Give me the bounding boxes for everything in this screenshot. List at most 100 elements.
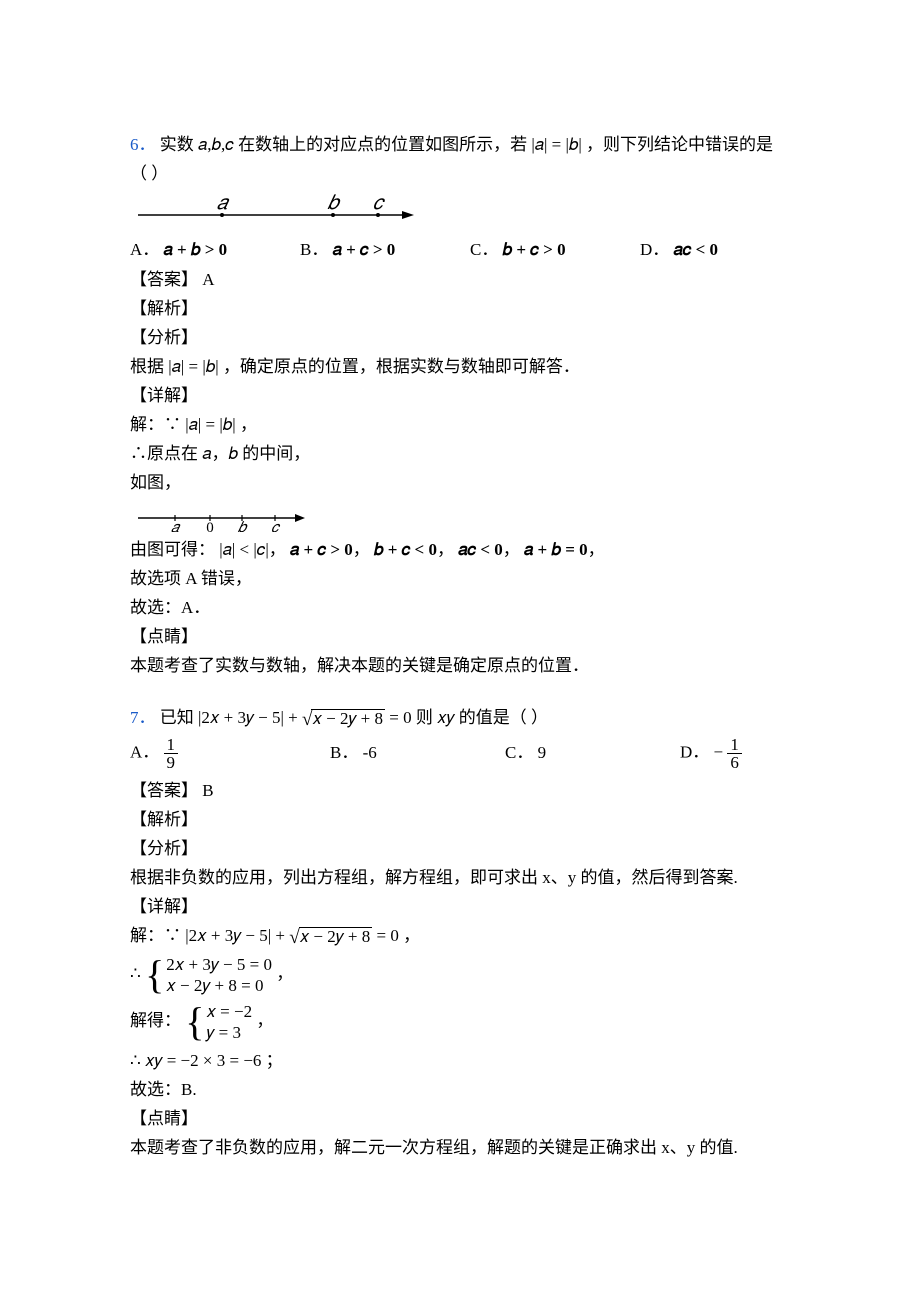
fraction: 1 6 xyxy=(727,736,742,771)
document-page: 6． 实数 𝑎,𝑏,𝑐 在数轴上的对应点的位置如图所示，若 |𝑎| = |𝑏| … xyxy=(0,0,920,1302)
equation-system: { 𝑥 = −2 𝑦 = 3 xyxy=(185,1001,252,1044)
q6-as-figure: 如图， xyxy=(130,469,810,497)
q7-option-d: D． − 1 6 xyxy=(680,736,810,771)
q7-detail-line1: 解：∵ |2𝑥 + 3𝑦 − 5| + √ 𝑥 − 2𝑦 + 8 = 0 ， xyxy=(130,922,810,950)
q7-option-c: C． 9 xyxy=(505,739,680,767)
svg-text:𝑎: 𝑎 xyxy=(171,520,181,532)
neg: − xyxy=(714,742,724,761)
opt-expr: 𝑎𝑐 < 0 xyxy=(674,240,719,259)
q6-options: A． 𝑎 + 𝑏 > 0 B． 𝑎 + 𝑐 > 0 C． 𝑏 + 𝑐 > 0 D… xyxy=(130,236,810,264)
therefore: ∴ xyxy=(130,964,141,983)
abs-expr: |2𝑥 + 3𝑦 − 5| xyxy=(185,926,271,945)
opt-label: A． xyxy=(130,240,159,259)
number-line-figure-small: 𝑎0𝑏𝑐 xyxy=(130,502,310,532)
q6-point-text: 本题考查了实数与数轴，解决本题的关键是确定原点的位置． xyxy=(130,652,810,680)
q6-option-c: C． 𝑏 + 𝑐 > 0 xyxy=(470,236,640,264)
section-label: 【答案】 xyxy=(130,781,198,800)
abs-expr: |2𝑥 + 3𝑦 − 5| xyxy=(198,708,284,727)
q6-breakdown-text: 根据 |𝑎| = |𝑏| ，确定原点的位置，根据实数与数轴即可解答． xyxy=(130,353,810,381)
eq-zero: = 0 则 xyxy=(389,708,437,727)
q7-breakdown-label: 【分析】 xyxy=(130,835,810,863)
eq1: 2𝑥 + 3𝑦 − 5 = 0 xyxy=(166,954,272,975)
text: 的值是（ ） xyxy=(459,708,548,727)
abs: |𝑎| = |𝑏| xyxy=(168,357,218,376)
q6-option-b: B． 𝑎 + 𝑐 > 0 xyxy=(300,236,470,264)
text: 解：∵ xyxy=(130,415,181,434)
sqrt-arg: 𝑥 − 2𝑦 + 8 xyxy=(299,927,373,947)
abs: |𝑎| = |𝑏| xyxy=(185,415,235,434)
rel: 𝑎𝑐 < 0 xyxy=(458,540,503,559)
plus: + xyxy=(275,926,289,945)
frac-den: 9 xyxy=(164,754,179,771)
q6-point-label: 【点睛】 xyxy=(130,623,810,651)
opt-label: B． xyxy=(300,240,328,259)
sqrt-arg: 𝑥 − 2𝑦 + 8 xyxy=(311,709,385,729)
eq2: 𝑦 = 3 xyxy=(206,1022,252,1043)
rel: 𝑎 + 𝑐 > 0 xyxy=(290,540,353,559)
vars: 𝑎,𝑏,𝑐 xyxy=(198,135,234,154)
sys-lines: 𝑥 = −2 𝑦 = 3 xyxy=(206,1001,252,1044)
abs-inner: 2𝑥 + 3𝑦 − 5 xyxy=(189,926,268,945)
xy: 𝑥𝑦 xyxy=(437,708,454,727)
sqrt: √ 𝑥 − 2𝑦 + 8 xyxy=(289,927,372,947)
q6-origin-line: ∴原点在 𝑎，𝑏 的中间， xyxy=(130,440,810,468)
text: 解：∵ xyxy=(130,926,181,945)
text: ，则下列结论中错误的是 xyxy=(586,135,773,154)
eq-zero: = 0 ， xyxy=(377,926,421,945)
answer-value: A xyxy=(202,270,214,289)
q7-therefore-xy: ∴ 𝑥𝑦 = −2 × 3 = −6 ； xyxy=(130,1047,810,1075)
abs: |𝑎| = |𝑏| xyxy=(531,135,581,154)
rel: |𝑎| < |𝑐| xyxy=(219,540,269,559)
opt-label: A． xyxy=(130,742,159,761)
q7-point-label: 【点睛】 xyxy=(130,1105,810,1133)
number-line-figure: 𝑎𝑏𝑐 xyxy=(130,192,430,232)
opt-label: B． xyxy=(330,743,358,762)
fraction: 1 9 xyxy=(164,736,179,771)
opt-expr: 9 xyxy=(538,743,547,762)
section-label: 【答案】 xyxy=(130,270,198,289)
q6-answer: 【答案】 A xyxy=(130,266,810,294)
brace-icon: { xyxy=(145,955,164,995)
q6-choose: 故选：A． xyxy=(130,594,810,622)
abs-inner: 2𝑥 + 3𝑦 − 5 xyxy=(201,708,280,727)
svg-text:0: 0 xyxy=(206,520,214,532)
q7-detail-label: 【详解】 xyxy=(130,893,810,921)
q7-number: 7． xyxy=(130,708,156,727)
q6-option-d: D． 𝑎𝑐 < 0 xyxy=(640,236,810,264)
q6-detail-label: 【详解】 xyxy=(130,382,810,410)
q6-from-figure: 由图可得： |𝑎| < |𝑐|， 𝑎 + 𝑐 > 0， 𝑏 + 𝑐 < 0， 𝑎… xyxy=(130,536,810,564)
eq1: 𝑥 = −2 xyxy=(206,1001,252,1022)
text: 实数 xyxy=(160,135,194,154)
svg-text:𝑐: 𝑐 xyxy=(373,192,386,214)
eq2: 𝑥 − 2𝑦 + 8 = 0 xyxy=(166,975,272,996)
q6-number: 6． xyxy=(130,135,156,154)
answer-value: B xyxy=(202,781,213,800)
equation-system: { 2𝑥 + 3𝑦 − 5 = 0 𝑥 − 2𝑦 + 8 = 0 xyxy=(145,954,272,997)
opt-label: D． xyxy=(680,742,709,761)
q7-breakdown-text: 根据非负数的应用，列出方程组，解方程组，即可求出 x、y 的值，然后得到答案. xyxy=(130,864,810,892)
rel: 𝑏 + 𝑐 < 0 xyxy=(374,540,437,559)
brace-icon: { xyxy=(185,1002,204,1042)
rel: 𝑎 + 𝑏 = 0 xyxy=(524,540,588,559)
q7-system1: ∴ { 2𝑥 + 3𝑦 − 5 = 0 𝑥 − 2𝑦 + 8 = 0 ， xyxy=(130,954,810,997)
q7-point-text: 本题考查了非负数的应用，解二元一次方程组，解题的关键是正确求出 x、y 的值. xyxy=(130,1134,810,1162)
q7-option-a: A． 1 9 xyxy=(130,736,330,771)
frac-den: 6 xyxy=(727,754,742,771)
q7-answer: 【答案】 B xyxy=(130,777,810,805)
text: 由图可得： xyxy=(130,540,215,559)
q6-analysis: 【解析】 xyxy=(130,295,810,323)
opt-expr: 𝑎 + 𝑏 > 0 xyxy=(164,240,228,259)
spacer xyxy=(130,681,810,703)
opt-expr: 𝑏 + 𝑐 > 0 xyxy=(503,240,566,259)
sqrt: √ 𝑥 − 2𝑦 + 8 xyxy=(302,709,385,729)
q7-option-b: B． -6 xyxy=(330,739,505,767)
opt-label: C． xyxy=(505,743,533,762)
opt-label: D． xyxy=(640,240,669,259)
q6-option-a: A． 𝑎 + 𝑏 > 0 xyxy=(130,236,300,264)
text: ， xyxy=(240,415,257,434)
svg-text:𝑏: 𝑏 xyxy=(238,520,248,532)
q7-stem: 7． 已知 |2𝑥 + 3𝑦 − 5| + √ 𝑥 − 2𝑦 + 8 = 0 则… xyxy=(130,704,810,732)
opt-label: C． xyxy=(470,240,498,259)
opt-expr: -6 xyxy=(363,743,377,762)
frac-num: 1 xyxy=(727,736,742,754)
